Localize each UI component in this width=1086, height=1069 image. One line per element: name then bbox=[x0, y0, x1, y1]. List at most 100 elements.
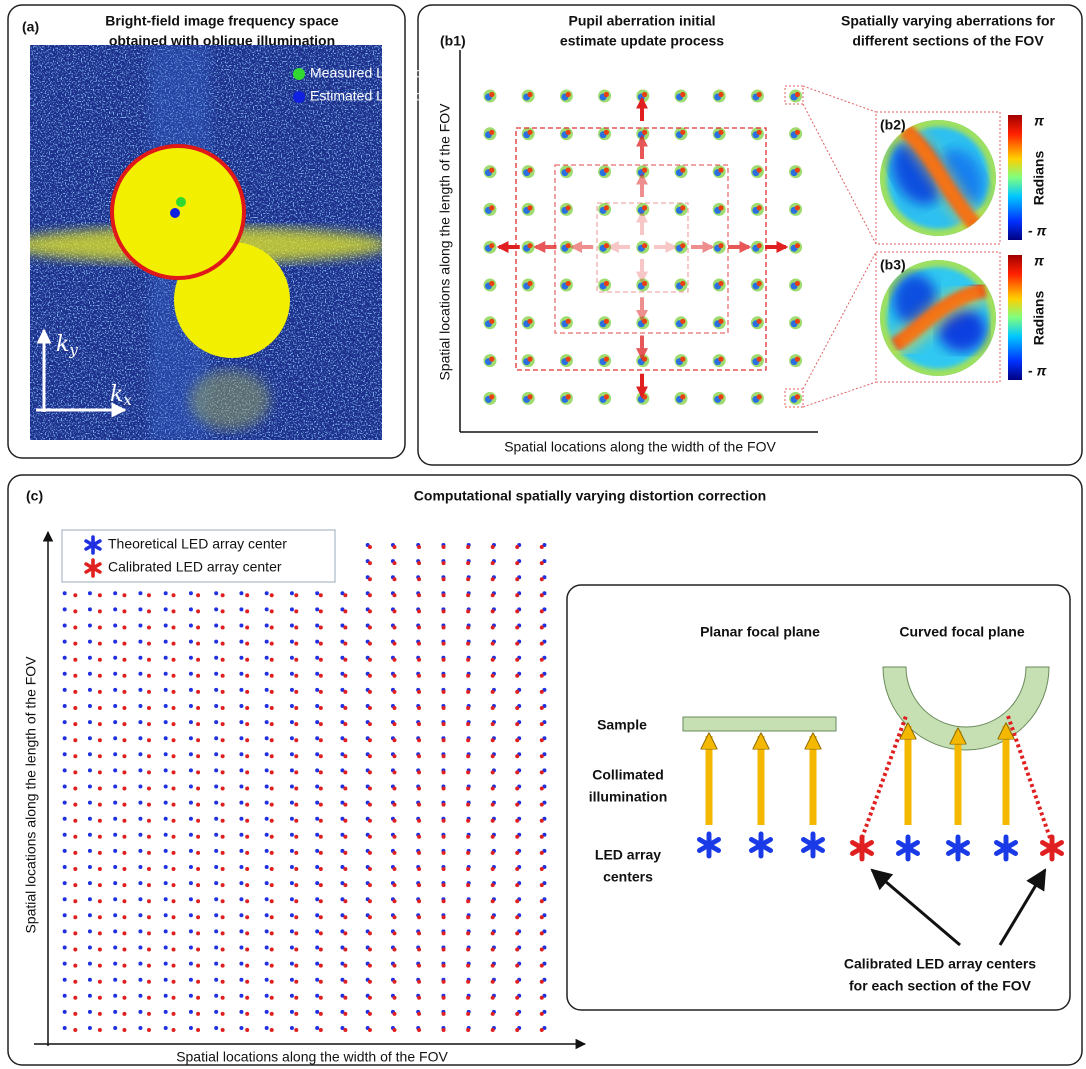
calibrated-center bbox=[270, 883, 274, 887]
theoretical-center bbox=[239, 1026, 243, 1030]
theoretical-center bbox=[113, 688, 117, 692]
calibrated-center bbox=[221, 642, 225, 646]
pupil-thumb bbox=[642, 92, 647, 97]
calibrated-center bbox=[245, 593, 249, 597]
calibrated-center bbox=[147, 690, 151, 694]
calibrated-center bbox=[417, 1012, 421, 1016]
calibrated-center bbox=[491, 1028, 495, 1032]
calibrated-center bbox=[73, 754, 77, 758]
theoretical-center bbox=[138, 962, 142, 966]
calibrated-center bbox=[122, 593, 126, 597]
calibrated-center bbox=[466, 577, 470, 581]
theoretical-center bbox=[239, 881, 243, 885]
calibrated-center bbox=[245, 996, 249, 1000]
calibrated-center bbox=[515, 658, 519, 662]
theoretical-center bbox=[290, 785, 294, 789]
calibrated-center bbox=[270, 609, 274, 613]
pupil-thumb bbox=[527, 130, 532, 135]
calibrated-center bbox=[319, 803, 323, 807]
calibrated-center bbox=[368, 577, 372, 581]
calibrated-center bbox=[515, 803, 519, 807]
theoretical-center bbox=[88, 768, 92, 772]
theoretical-center bbox=[138, 946, 142, 950]
calibrated-center bbox=[270, 1012, 274, 1016]
calibrated-center bbox=[245, 674, 249, 678]
calibrated-center bbox=[540, 577, 544, 581]
theoretical-center bbox=[214, 881, 218, 885]
calibrated-center bbox=[294, 851, 298, 855]
calibrated-center bbox=[466, 931, 470, 935]
theoretical-center bbox=[290, 1026, 294, 1030]
calibrated-center bbox=[73, 609, 77, 613]
calibrated-center bbox=[392, 819, 396, 823]
calibrated-center bbox=[540, 593, 544, 597]
calibrated-center bbox=[73, 980, 77, 984]
theoretical-center bbox=[189, 1026, 193, 1030]
calibrated-center bbox=[172, 770, 176, 774]
calibrated-center bbox=[294, 867, 298, 871]
theoretical-center bbox=[189, 785, 193, 789]
theoretical-center bbox=[315, 817, 319, 821]
calibrated-center bbox=[466, 899, 470, 903]
pupil-thumb bbox=[642, 281, 647, 286]
theoretical-center bbox=[164, 913, 168, 917]
calibrated-center bbox=[73, 803, 77, 807]
colorbar-title: Radians bbox=[1031, 151, 1047, 206]
legend-text: Calibrated LED array center bbox=[108, 559, 282, 575]
calibrated-center bbox=[417, 754, 421, 758]
calibrated-center bbox=[294, 754, 298, 758]
theoretical-center bbox=[189, 865, 193, 869]
pupil-thumb bbox=[566, 168, 571, 173]
calibrated-center bbox=[147, 835, 151, 839]
theoretical-center bbox=[265, 833, 269, 837]
theoretical-center bbox=[239, 672, 243, 676]
pupil-thumb bbox=[795, 243, 800, 248]
theoretical-center bbox=[290, 640, 294, 644]
inset-label: centers bbox=[603, 869, 653, 885]
calibrated-center bbox=[392, 835, 396, 839]
calibrated-center bbox=[515, 593, 519, 597]
calibrated-center bbox=[491, 964, 495, 968]
theoretical-center bbox=[214, 656, 218, 660]
legend-text: Measured LED position bbox=[310, 65, 456, 81]
theoretical-center bbox=[88, 881, 92, 885]
theoretical-center bbox=[113, 1010, 117, 1014]
theoretical-center bbox=[164, 849, 168, 853]
calibrated-center bbox=[417, 561, 421, 565]
calibrated-center bbox=[122, 1012, 126, 1016]
calibrated-center bbox=[172, 609, 176, 613]
theoretical-center bbox=[164, 833, 168, 837]
theoretical-center bbox=[138, 688, 142, 692]
calibrated-center bbox=[392, 754, 396, 758]
theoretical-center bbox=[138, 833, 142, 837]
theoretical-center bbox=[214, 688, 218, 692]
theoretical-center bbox=[189, 994, 193, 998]
calibrated-center bbox=[491, 948, 495, 952]
calibrated-center bbox=[442, 593, 446, 597]
pupil-thumb bbox=[604, 243, 609, 248]
calibrated-center bbox=[319, 931, 323, 935]
calibrated-center bbox=[245, 899, 249, 903]
theoretical-center bbox=[265, 704, 269, 708]
pupil-thumb bbox=[604, 357, 609, 362]
theoretical-center bbox=[88, 624, 92, 628]
calibrated-center bbox=[73, 658, 77, 662]
pupil-thumb bbox=[566, 319, 571, 324]
calibrated-center bbox=[245, 722, 249, 726]
theoretical-center bbox=[189, 897, 193, 901]
calibrated-center bbox=[73, 787, 77, 791]
theoretical-center bbox=[265, 913, 269, 917]
pupil-thumb bbox=[757, 243, 762, 248]
calibrated-center bbox=[245, 803, 249, 807]
theoretical-center bbox=[88, 817, 92, 821]
calibrated-center bbox=[245, 609, 249, 613]
calibrated-center bbox=[466, 626, 470, 630]
calibrated-center bbox=[270, 915, 274, 919]
inset-label: Sample bbox=[597, 717, 647, 733]
calibrated-center bbox=[466, 738, 470, 742]
theoretical-center bbox=[315, 672, 319, 676]
theoretical-center bbox=[239, 720, 243, 724]
pupil-thumb bbox=[680, 92, 685, 97]
calibrated-center bbox=[466, 545, 470, 549]
theoretical-center bbox=[239, 833, 243, 837]
